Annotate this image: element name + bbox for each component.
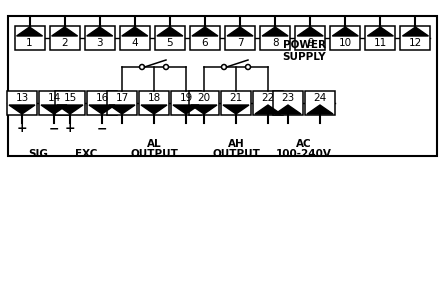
- Text: OUTPUT: OUTPUT: [130, 149, 178, 159]
- Text: OUTPUT: OUTPUT: [212, 149, 260, 159]
- Bar: [87, 91, 117, 115]
- Polygon shape: [368, 27, 393, 36]
- Polygon shape: [307, 105, 333, 114]
- Text: 20: 20: [198, 93, 210, 103]
- Bar: [260, 26, 290, 50]
- Text: AH: AH: [228, 139, 244, 149]
- Polygon shape: [297, 27, 323, 36]
- Polygon shape: [402, 27, 429, 36]
- Bar: [365, 26, 395, 50]
- Text: 3: 3: [97, 38, 103, 48]
- Bar: [55, 91, 85, 115]
- Bar: [305, 91, 335, 115]
- Text: 16: 16: [95, 93, 109, 103]
- Bar: [107, 91, 137, 115]
- Polygon shape: [262, 27, 288, 36]
- Bar: [120, 26, 150, 50]
- Polygon shape: [89, 105, 115, 114]
- Bar: [253, 91, 283, 115]
- Text: 5: 5: [166, 38, 173, 48]
- Polygon shape: [191, 105, 217, 114]
- Text: 15: 15: [63, 93, 77, 103]
- Text: 1: 1: [26, 38, 33, 48]
- Polygon shape: [227, 27, 253, 36]
- Bar: [330, 26, 360, 50]
- Bar: [221, 91, 251, 115]
- Polygon shape: [57, 105, 83, 114]
- Text: 11: 11: [374, 38, 387, 48]
- Text: 19: 19: [179, 93, 193, 103]
- Polygon shape: [192, 27, 218, 36]
- Text: 24: 24: [313, 93, 327, 103]
- Polygon shape: [122, 27, 148, 36]
- Text: 8: 8: [272, 38, 279, 48]
- Text: +: +: [65, 122, 75, 136]
- Bar: [15, 26, 44, 50]
- Text: −: −: [97, 122, 107, 136]
- Text: 4: 4: [131, 38, 138, 48]
- Polygon shape: [157, 27, 183, 36]
- Bar: [50, 26, 80, 50]
- Text: SIG: SIG: [28, 149, 48, 159]
- Text: 10: 10: [339, 38, 352, 48]
- Text: +: +: [17, 122, 27, 136]
- Polygon shape: [275, 105, 301, 114]
- Text: 2: 2: [61, 38, 68, 48]
- Text: 9: 9: [307, 38, 314, 48]
- Bar: [155, 26, 185, 50]
- Polygon shape: [41, 105, 67, 114]
- Polygon shape: [52, 27, 77, 36]
- Polygon shape: [9, 105, 35, 114]
- Polygon shape: [223, 105, 249, 114]
- Bar: [171, 91, 201, 115]
- Bar: [400, 26, 430, 50]
- Text: AC: AC: [296, 139, 312, 149]
- Text: 13: 13: [16, 93, 28, 103]
- Bar: [39, 91, 69, 115]
- Text: 7: 7: [237, 38, 243, 48]
- Bar: [7, 91, 37, 115]
- Bar: [139, 91, 169, 115]
- Text: 14: 14: [47, 93, 61, 103]
- Text: 6: 6: [202, 38, 208, 48]
- Polygon shape: [141, 105, 167, 114]
- Bar: [225, 26, 255, 50]
- Circle shape: [163, 65, 169, 69]
- Circle shape: [222, 65, 227, 69]
- Bar: [189, 91, 219, 115]
- Text: 100-240V: 100-240V: [276, 149, 332, 159]
- Polygon shape: [332, 27, 358, 36]
- Text: 21: 21: [229, 93, 243, 103]
- Polygon shape: [16, 27, 43, 36]
- Polygon shape: [255, 105, 281, 114]
- Circle shape: [139, 65, 145, 69]
- Polygon shape: [109, 105, 135, 114]
- Bar: [295, 26, 325, 50]
- Text: EXC: EXC: [75, 149, 97, 159]
- Text: 23: 23: [281, 93, 295, 103]
- Polygon shape: [87, 27, 113, 36]
- Text: 17: 17: [115, 93, 129, 103]
- Bar: [273, 91, 303, 115]
- Bar: [8, 16, 437, 156]
- Text: AL: AL: [147, 139, 162, 149]
- Text: 22: 22: [261, 93, 275, 103]
- Bar: [85, 26, 115, 50]
- Circle shape: [246, 65, 251, 69]
- Text: −: −: [49, 122, 59, 136]
- Text: 12: 12: [409, 38, 422, 48]
- Text: POWER
SUPPLY: POWER SUPPLY: [282, 40, 326, 62]
- Polygon shape: [173, 105, 199, 114]
- Text: 18: 18: [147, 93, 161, 103]
- Bar: [190, 26, 220, 50]
